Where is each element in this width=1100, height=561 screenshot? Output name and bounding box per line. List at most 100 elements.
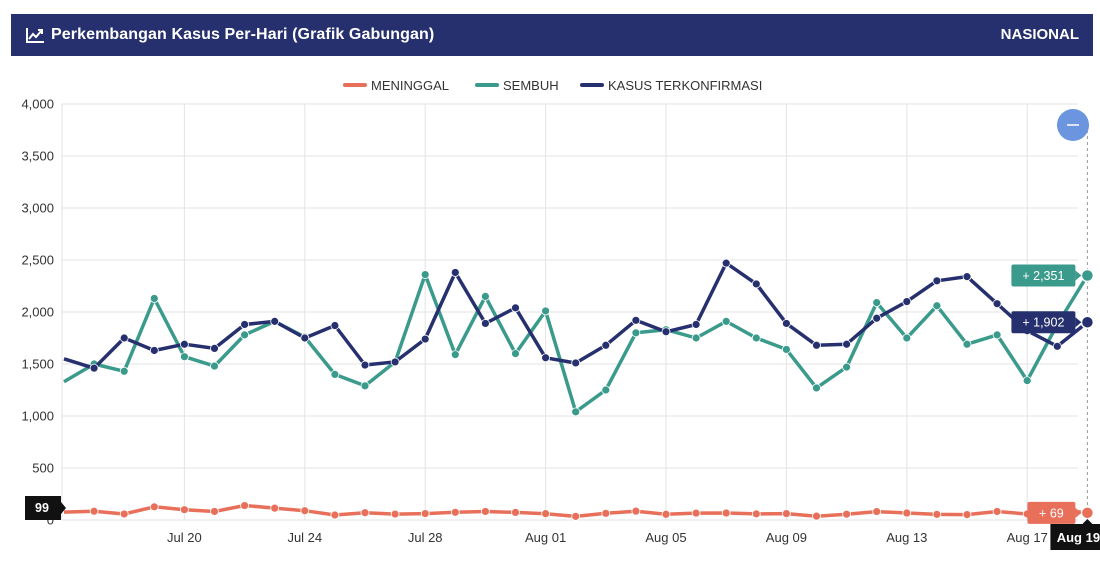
data-point[interactable] xyxy=(270,316,280,326)
y-crosshair-label-box xyxy=(25,496,61,520)
data-point[interactable] xyxy=(149,294,159,303)
data-point[interactable] xyxy=(360,360,370,370)
series-line[interactable] xyxy=(63,272,1089,414)
data-point[interactable] xyxy=(1080,506,1095,520)
data-point[interactable] xyxy=(751,333,761,343)
data-point[interactable] xyxy=(179,505,189,515)
data-point[interactable] xyxy=(240,330,250,340)
data-point[interactable] xyxy=(1022,376,1032,386)
data-point[interactable] xyxy=(300,506,310,516)
data-point[interactable] xyxy=(691,508,701,518)
data-point[interactable] xyxy=(631,506,641,516)
data-point[interactable] xyxy=(330,369,340,379)
data-point[interactable] xyxy=(89,506,99,516)
data-point[interactable] xyxy=(631,315,641,325)
data-point[interactable] xyxy=(571,407,581,417)
data-point[interactable] xyxy=(601,340,611,350)
data-point[interactable] xyxy=(571,358,581,368)
data-point[interactable] xyxy=(210,507,219,516)
data-point[interactable] xyxy=(812,383,821,393)
data-point[interactable] xyxy=(661,509,671,519)
data-point[interactable] xyxy=(1080,315,1095,329)
data-point[interactable] xyxy=(842,509,851,519)
data-point[interactable] xyxy=(179,352,189,362)
data-point[interactable] xyxy=(240,501,250,510)
data-point[interactable] xyxy=(210,343,219,353)
data-point[interactable] xyxy=(571,511,581,521)
data-point[interactable] xyxy=(511,508,520,517)
data-point[interactable] xyxy=(240,320,250,329)
data-point[interactable] xyxy=(842,339,851,349)
data-point[interactable] xyxy=(902,508,912,518)
data-point[interactable] xyxy=(691,320,701,329)
data-point[interactable] xyxy=(511,303,520,313)
data-point[interactable] xyxy=(89,363,99,373)
data-point[interactable] xyxy=(119,333,129,343)
data-point[interactable] xyxy=(812,511,821,521)
data-point[interactable] xyxy=(661,327,671,337)
data-point[interactable] xyxy=(872,507,882,516)
legend-label[interactable]: SEMBUH xyxy=(503,78,559,93)
data-point[interactable] xyxy=(119,509,129,519)
data-point[interactable] xyxy=(782,319,791,328)
data-point[interactable] xyxy=(751,509,761,519)
data-point[interactable] xyxy=(962,272,972,282)
data-point[interactable] xyxy=(691,333,701,343)
data-point[interactable] xyxy=(480,291,490,301)
data-point[interactable] xyxy=(962,339,972,349)
data-point[interactable] xyxy=(119,366,129,376)
data-point[interactable] xyxy=(1080,268,1095,283)
data-point[interactable] xyxy=(450,268,460,277)
data-point[interactable] xyxy=(270,503,280,513)
data-point[interactable] xyxy=(330,321,340,330)
data-point[interactable] xyxy=(149,346,159,355)
data-point[interactable] xyxy=(721,258,731,268)
data-point[interactable] xyxy=(932,509,942,519)
data-point[interactable] xyxy=(210,361,219,371)
data-point[interactable] xyxy=(992,299,1002,309)
data-point[interactable] xyxy=(932,301,942,311)
data-point[interactable] xyxy=(179,339,189,349)
data-point[interactable] xyxy=(992,330,1002,340)
data-point[interactable] xyxy=(721,508,731,518)
data-point[interactable] xyxy=(842,362,851,372)
data-point[interactable] xyxy=(480,507,490,516)
data-point[interactable] xyxy=(450,350,460,360)
legend-label[interactable]: MENINGGAL xyxy=(371,78,449,93)
data-point[interactable] xyxy=(480,319,490,328)
data-point[interactable] xyxy=(541,509,550,519)
data-point[interactable] xyxy=(721,316,731,326)
data-point[interactable] xyxy=(300,333,310,343)
data-point[interactable] xyxy=(902,297,912,307)
data-point[interactable] xyxy=(872,298,882,308)
data-point[interactable] xyxy=(420,334,430,344)
data-point[interactable] xyxy=(390,509,400,519)
data-point[interactable] xyxy=(601,385,611,395)
data-point[interactable] xyxy=(390,357,400,367)
data-point[interactable] xyxy=(962,510,972,519)
data-point[interactable] xyxy=(601,508,611,518)
data-point[interactable] xyxy=(450,507,460,517)
data-point[interactable] xyxy=(992,507,1002,516)
data-point[interactable] xyxy=(420,509,430,518)
data-point[interactable] xyxy=(812,340,821,350)
data-point[interactable] xyxy=(872,313,882,323)
data-point[interactable] xyxy=(420,270,430,279)
chart-area[interactable]: 05001,0001,5002,0002,5003,0003,5004,000J… xyxy=(0,60,1100,561)
data-point[interactable] xyxy=(330,510,340,520)
data-point[interactable] xyxy=(511,349,520,359)
data-point[interactable] xyxy=(902,333,912,343)
data-point[interactable] xyxy=(541,353,550,363)
data-point[interactable] xyxy=(932,276,942,286)
data-point[interactable] xyxy=(1052,341,1062,351)
data-point[interactable] xyxy=(631,328,641,338)
legend-label[interactable]: KASUS TERKONFIRMASI xyxy=(608,78,762,93)
data-point[interactable] xyxy=(149,502,159,512)
value-callout xyxy=(1011,311,1076,334)
data-point[interactable] xyxy=(360,381,370,391)
data-point[interactable] xyxy=(541,306,550,316)
data-point[interactable] xyxy=(782,509,791,518)
data-point[interactable] xyxy=(782,345,791,354)
data-point[interactable] xyxy=(751,279,761,289)
data-point[interactable] xyxy=(360,508,370,518)
